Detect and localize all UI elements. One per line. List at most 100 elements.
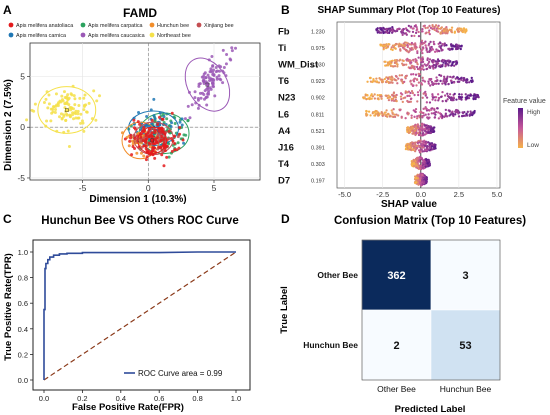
shap-point: [445, 78, 448, 81]
shap-point: [398, 59, 401, 62]
feature-importance-value: 0.391: [311, 146, 325, 152]
shap-point: [454, 111, 457, 114]
data-point: [181, 138, 185, 142]
feature-label: L6: [278, 109, 289, 120]
shap-point: [441, 48, 444, 52]
x-tick-label: -2.5: [376, 190, 389, 199]
shap-point: [476, 94, 480, 97]
shap-point: [429, 26, 433, 30]
shap-point: [419, 172, 422, 175]
shap-point: [472, 98, 475, 101]
data-point: [186, 118, 190, 122]
shap-point: [377, 30, 380, 33]
shap-point: [422, 92, 425, 95]
shap-point: [424, 32, 427, 35]
shap-point: [417, 133, 421, 137]
shap-point: [398, 74, 401, 77]
shap-point: [409, 148, 412, 151]
shap-point: [455, 45, 458, 49]
shap-point: [445, 115, 449, 118]
shap-point: [428, 24, 431, 28]
data-point: [196, 97, 200, 101]
feature-label: Fb: [278, 26, 290, 37]
shap-point: [419, 59, 423, 62]
shap-point: [390, 46, 393, 49]
data-point: [153, 116, 157, 120]
shap-point: [459, 45, 462, 48]
data-point: [150, 131, 154, 135]
shap-point: [364, 94, 367, 97]
shap-point: [472, 94, 475, 98]
legend-label: Xinjiang bee: [204, 23, 234, 29]
shap-point: [387, 42, 390, 46]
shap-point: [431, 25, 434, 28]
data-point: [94, 118, 98, 122]
data-point: [152, 97, 156, 101]
shap-point: [407, 24, 411, 27]
confidence-ellipse: [184, 57, 231, 112]
shap-point: [420, 67, 424, 71]
shap-point: [412, 43, 415, 46]
shap-point: [439, 26, 443, 30]
shap-point: [425, 132, 428, 135]
feature-label: J16: [278, 143, 294, 154]
shap-point: [419, 155, 422, 159]
shap-point: [407, 131, 411, 134]
shap-point: [448, 93, 452, 96]
shap-point: [425, 124, 428, 127]
data-point: [211, 78, 215, 82]
shap-point: [441, 82, 444, 85]
shap-point: [407, 113, 410, 116]
shap-point: [389, 48, 393, 51]
shap-point: [413, 34, 416, 37]
shap-row-points: [366, 72, 474, 87]
shap-point: [371, 80, 374, 84]
x-tick-label: 1.0: [231, 394, 241, 403]
shap-point: [425, 96, 429, 99]
shap-point: [393, 78, 396, 81]
shap-point: [384, 113, 388, 117]
data-point: [142, 125, 146, 129]
shap-point: [417, 183, 420, 186]
data-point: [176, 135, 180, 139]
feature-importance-value: 0.930: [311, 63, 325, 69]
legend-label: Apis melifera anatoliaca: [16, 23, 73, 29]
shap-point: [384, 60, 387, 63]
data-point: [186, 104, 190, 108]
shap-point: [437, 97, 441, 100]
shap-point: [448, 60, 451, 64]
data-point: [68, 113, 72, 117]
data-point: [128, 139, 132, 143]
shap-point: [447, 109, 450, 112]
shap-point: [460, 78, 463, 82]
shap-point: [405, 58, 408, 61]
shap-point: [426, 26, 429, 29]
data-point: [139, 135, 143, 139]
shap-point: [450, 98, 453, 101]
shap-point: [408, 49, 411, 53]
feature-label: Ti: [278, 43, 286, 54]
data-point: [70, 93, 74, 97]
shap-point: [369, 77, 372, 80]
shap-point: [430, 145, 434, 148]
shap-point: [470, 112, 473, 115]
data-point: [199, 96, 203, 100]
shap-point: [375, 29, 378, 32]
data-point: [202, 93, 206, 97]
shap-point: [443, 80, 447, 83]
shap-point: [415, 29, 418, 32]
data-point: [98, 94, 102, 98]
shap-point: [409, 80, 412, 83]
shap-point: [385, 27, 388, 31]
shap-point: [448, 47, 451, 50]
shap-point: [458, 27, 461, 30]
shap-point: [415, 84, 418, 87]
data-point: [156, 133, 160, 137]
data-point: [163, 149, 167, 153]
data-point: [84, 103, 88, 107]
data-point: [44, 97, 48, 101]
y-axis-label: True Label: [279, 286, 290, 334]
shap-point: [427, 141, 430, 144]
shap-point: [416, 51, 419, 55]
shap-point: [414, 110, 417, 114]
